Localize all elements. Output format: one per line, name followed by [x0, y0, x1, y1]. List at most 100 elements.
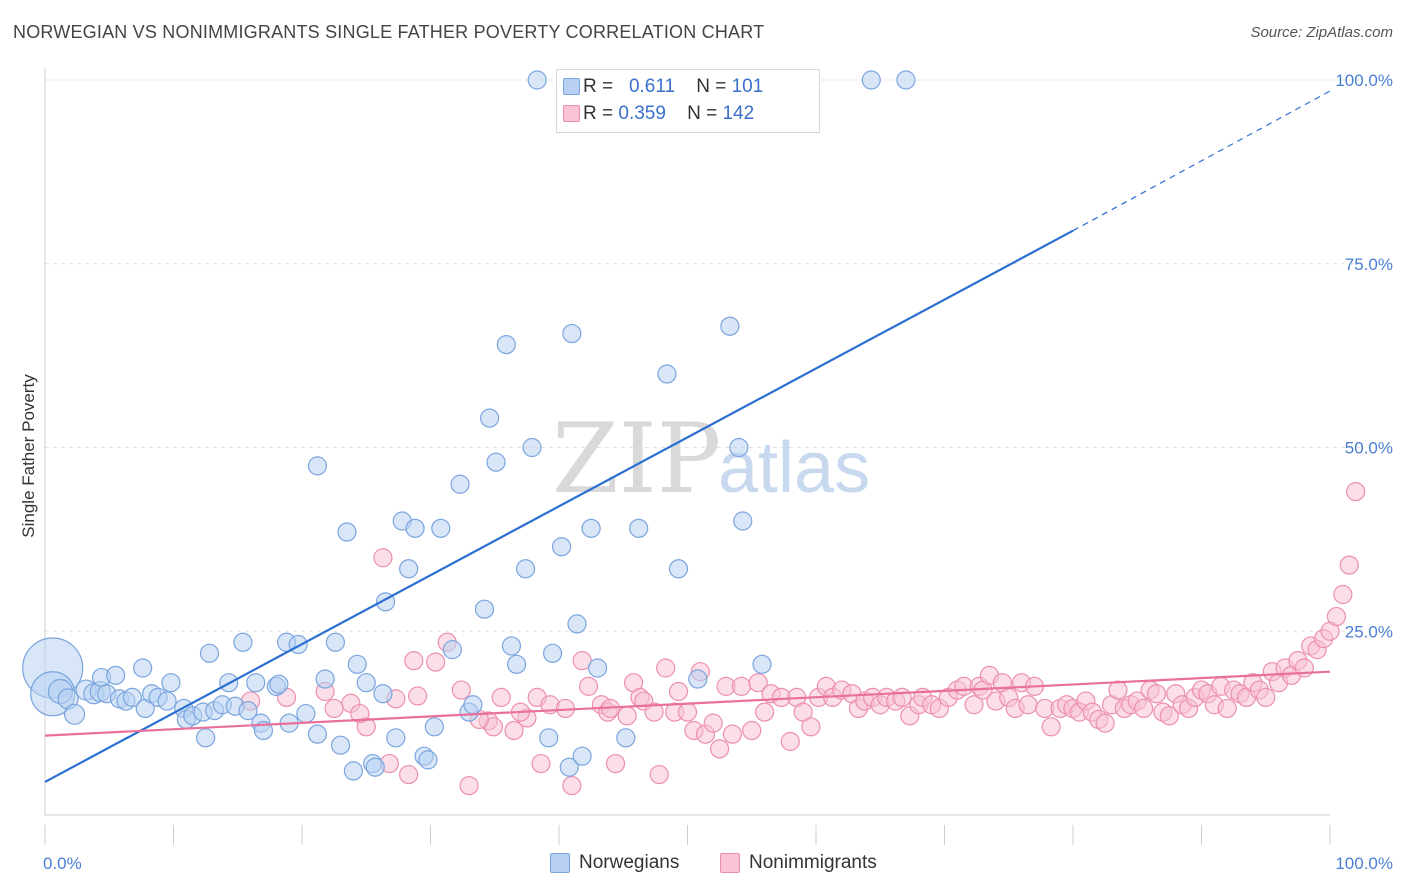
- data-point: [729, 437, 749, 458]
- legend-label-norwegians: Norwegians: [579, 852, 680, 873]
- data-point: [459, 775, 479, 796]
- y-tick-label: 25.0%: [1345, 622, 1393, 641]
- data-point: [426, 652, 446, 672]
- data-point: [356, 673, 376, 693]
- data-point: [296, 703, 316, 724]
- data-point: [347, 654, 367, 674]
- data-point: [1217, 698, 1237, 719]
- trend-line-norwegians-extension: [1072, 90, 1331, 232]
- x-tick-label: 0.0%: [43, 854, 82, 873]
- data-point: [501, 636, 522, 656]
- data-point: [343, 761, 363, 781]
- data-point: [486, 452, 506, 472]
- data-point: [408, 686, 428, 706]
- data-point: [63, 703, 86, 725]
- data-point: [1256, 687, 1276, 708]
- data-point: [754, 702, 775, 722]
- data-point: [861, 70, 881, 90]
- data-point: [199, 643, 220, 663]
- data-point: [365, 757, 385, 777]
- data-point: [373, 548, 393, 568]
- data-point: [649, 764, 669, 785]
- chart-title: NORWEGIAN VS NONIMMIGRANTS SINGLE FATHER…: [13, 22, 765, 42]
- y-tick-label: 75.0%: [1345, 255, 1393, 274]
- data-point: [1018, 695, 1038, 715]
- data-point: [196, 728, 216, 748]
- data-point: [731, 676, 752, 696]
- data-point: [656, 658, 676, 678]
- data-point: [350, 703, 370, 724]
- data-point: [1041, 717, 1061, 737]
- data-point: [703, 713, 723, 733]
- watermark-zip: ZIP: [552, 403, 721, 515]
- series-legend: Norwegians Nonimmigrants: [0, 852, 1406, 878]
- data-point: [1333, 584, 1353, 605]
- data-point: [629, 518, 649, 538]
- legend-r-label: R =: [583, 103, 614, 124]
- data-point: [404, 651, 424, 671]
- data-point: [616, 728, 636, 748]
- data-point: [1146, 684, 1167, 704]
- data-point: [1326, 606, 1347, 627]
- data-point: [644, 702, 664, 722]
- data-point: [801, 717, 821, 737]
- data-point: [233, 632, 253, 652]
- legend-r-label: R =: [583, 76, 614, 97]
- data-point: [418, 750, 438, 770]
- legend-swatch-norwegians: [563, 78, 580, 95]
- data-point: [668, 681, 689, 702]
- data-point: [480, 408, 500, 428]
- legend-row-norwegians: R = 0.611 N = 101: [563, 75, 764, 99]
- data-point: [733, 511, 753, 531]
- data-point: [720, 316, 740, 336]
- data-point: [1339, 555, 1359, 575]
- tick-labels: 25.0% 50.0% 75.0% 100.0% 0.0% 100.0%: [43, 71, 1393, 873]
- norwegians-points: [22, 70, 916, 781]
- trend-lines: [44, 90, 1331, 783]
- data-point: [742, 720, 762, 741]
- data-point: [315, 669, 335, 689]
- data-point: [562, 775, 582, 796]
- legend-item-norwegians[interactable]: Norwegians: [550, 852, 679, 874]
- data-point: [325, 632, 346, 652]
- data-point: [504, 720, 524, 741]
- data-point: [337, 522, 357, 542]
- data-point: [474, 599, 495, 619]
- legend-n-label: N =: [696, 76, 727, 97]
- data-point: [246, 673, 266, 693]
- data-point: [307, 456, 328, 476]
- data-point: [617, 706, 637, 726]
- data-point: [431, 518, 451, 538]
- data-point: [748, 673, 768, 693]
- data-point: [238, 701, 258, 721]
- trend-line-norwegians: [44, 229, 1074, 783]
- data-point: [463, 695, 483, 715]
- data-point: [424, 717, 444, 737]
- data-point: [542, 643, 563, 663]
- data-point: [578, 676, 599, 696]
- y-tick-label: 50.0%: [1345, 439, 1393, 458]
- data-point: [551, 537, 572, 557]
- data-point: [572, 746, 592, 766]
- data-point: [559, 757, 579, 777]
- x-tick-label: 100.0%: [1335, 854, 1393, 873]
- legend-n-value: 101: [731, 76, 764, 97]
- source-label: Source: ZipAtlas.com: [1250, 24, 1393, 41]
- data-point: [330, 735, 351, 755]
- data-point: [1346, 482, 1366, 502]
- data-point: [1159, 706, 1179, 726]
- data-point: [522, 437, 542, 458]
- data-point: [386, 728, 406, 748]
- legend-item-nonimmigrants[interactable]: Nonimmigrants: [720, 852, 877, 874]
- data-point: [399, 764, 419, 785]
- y-tick-label: 100.0%: [1335, 71, 1393, 90]
- data-point: [581, 518, 601, 538]
- data-point: [133, 658, 153, 678]
- data-point: [324, 698, 344, 719]
- data-point: [688, 669, 708, 689]
- data-point: [450, 474, 470, 494]
- data-point: [605, 753, 626, 774]
- y-axis-label: Single Father Poverty: [19, 374, 38, 538]
- legend-swatch-nonimmigrants: [563, 105, 580, 122]
